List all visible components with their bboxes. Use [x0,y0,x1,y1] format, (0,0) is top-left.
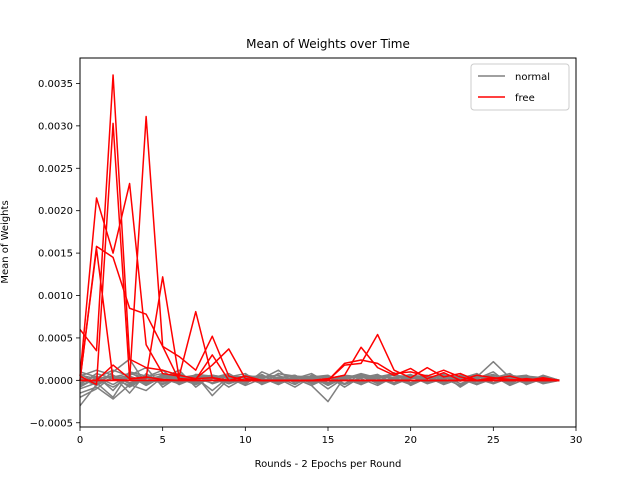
chart-title: Mean of Weights over Time [246,37,410,51]
series-line-normal-11 [79,369,560,386]
y-tick-label: 0.0035 [38,79,73,90]
x-tick-label: 15 [322,435,335,446]
x-tick-label: 0 [77,435,83,446]
series-line-free-23 [80,359,560,382]
x-tick-label: 5 [159,435,165,446]
y-tick-label: 0.0030 [38,121,73,132]
series-line-free-17 [79,245,560,382]
y-tick-label: 0.0020 [38,206,73,217]
y-axis-label: Mean of Weights [0,200,11,283]
x-tick-label: 10 [239,435,252,446]
x-tick-label: 30 [570,435,583,446]
y-axis-ticks: −0.0005 0.0000 0.0005 0.0010 0.0015 0.0020 0.0… [30,79,80,429]
legend-label-free: free [515,93,535,104]
plot-frame [79,57,577,428]
x-tick-label: 20 [404,435,417,446]
plot-series [79,74,560,407]
y-tick-label: 0.0010 [38,291,73,302]
y-tick-label: 0.0005 [38,333,73,344]
legend: normal free [470,63,570,111]
y-tick-label: 0.0000 [38,376,73,387]
x-axis-ticks: 0 5 10 15 20 25 30 [77,427,583,446]
x-axis-label: Rounds - 2 Epochs per Round [255,459,402,470]
y-tick-label: 0.0015 [38,249,73,260]
series-line-free-15 [79,74,560,382]
legend-label-normal: normal [515,72,550,83]
series-line-free-16 [79,182,560,382]
y-tick-label: 0.0025 [38,164,73,175]
x-tick-label: 25 [487,435,500,446]
y-tick-label: −0.0005 [30,418,73,429]
series-line-free-19 [79,122,560,386]
